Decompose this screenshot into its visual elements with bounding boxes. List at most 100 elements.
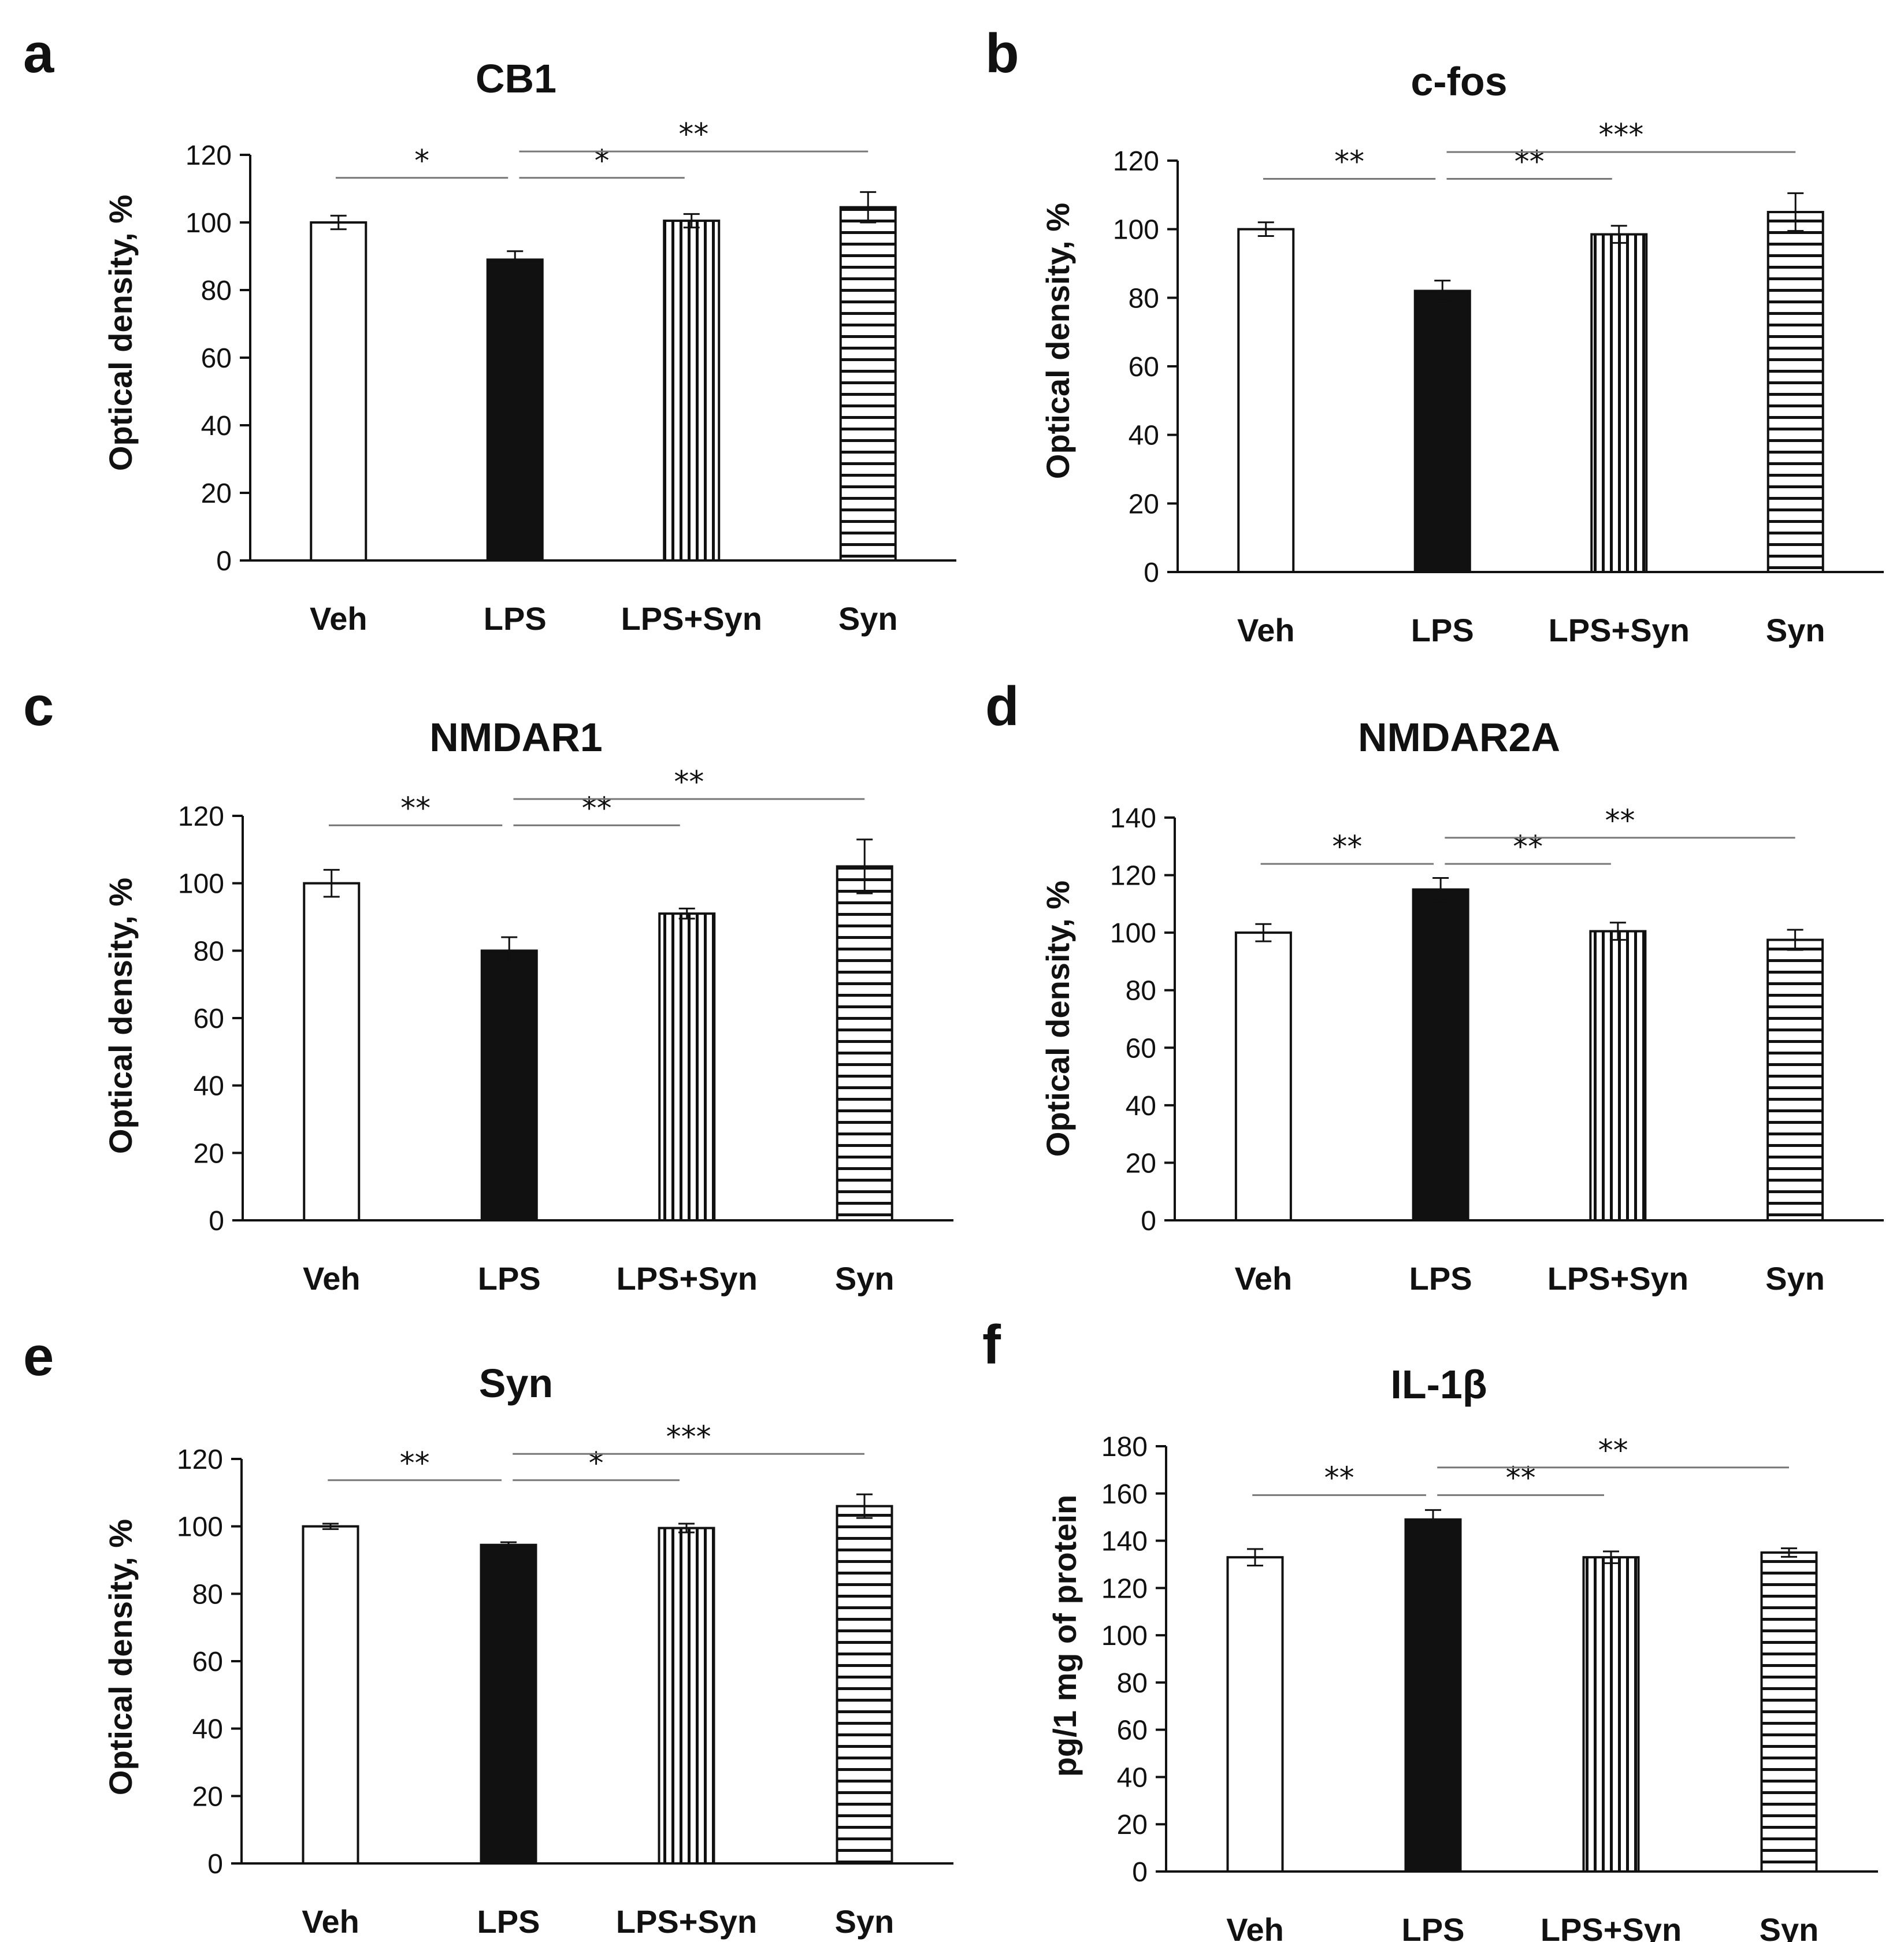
- significance-bracket: *: [336, 144, 509, 179]
- plot-area: 0 20 40 60 80 100 120 140 160 180 Veh LPS LPS+Syn Syn…: [1101, 1432, 1878, 1942]
- significance-bracket: **: [1437, 1434, 1789, 1469]
- significance-bracket: **: [1445, 804, 1795, 839]
- y-tick-label: 180: [1101, 1432, 1148, 1462]
- error-bar: [860, 191, 877, 224]
- x-tick-label: LPS: [1402, 1911, 1465, 1942]
- error-bar: [683, 213, 700, 229]
- x-tick-label: LPS: [1409, 1260, 1472, 1297]
- bar-syn: [836, 1505, 893, 1865]
- y-tick-label: 100: [178, 869, 224, 900]
- significance-bracket: **: [1263, 144, 1436, 180]
- y-tick-label: 20: [192, 1781, 223, 1812]
- x-tick-label: Veh: [302, 1903, 359, 1940]
- error-bar: [1434, 280, 1451, 302]
- bar-lps: [486, 258, 544, 562]
- x-tick-label: Syn: [838, 600, 898, 637]
- significance-bracket: **: [1437, 1461, 1604, 1497]
- panel-letter: f: [982, 1314, 1001, 1376]
- y-tick-label: 20: [1126, 1148, 1156, 1179]
- significance-bracket: ***: [1446, 118, 1796, 153]
- chart-title: Syn: [479, 1361, 553, 1406]
- error-bar: [323, 868, 340, 898]
- error-bar: [1787, 192, 1804, 232]
- significance-bracket: **: [513, 765, 865, 800]
- significance-label: **: [1334, 144, 1364, 179]
- y-tick-label: 40: [201, 411, 232, 441]
- significance-bracket: **: [329, 791, 503, 826]
- error-bar: [856, 838, 873, 894]
- error-bar: [1432, 877, 1449, 902]
- y-tick-label: 0: [207, 1849, 223, 1880]
- panel-d: d NMDAR2A Optical density, % 0 20 40 60 80 10…: [985, 675, 1884, 1297]
- error-bar: [507, 250, 524, 269]
- plot-area: 0 20 40 60 80 100 120 140 Veh LPS LPS+Syn Syn ** ** **: [1110, 803, 1884, 1297]
- significance-label: **: [1513, 830, 1543, 864]
- y-tick-label: 20: [1117, 1810, 1148, 1840]
- significance-bracket: **: [1445, 830, 1611, 865]
- bar-veh: [1226, 1556, 1284, 1873]
- bar-lps-syn: [658, 1527, 715, 1865]
- x-tick-label: LPS: [484, 600, 547, 637]
- x-tick-label: LPS+Syn: [616, 1903, 757, 1940]
- error-bar: [1610, 225, 1627, 244]
- significance-label: ***: [666, 1420, 711, 1454]
- y-tick-label: 80: [1117, 1668, 1148, 1699]
- panel-b: b c-fos Optical density, % 0 20 40 60 80 100 1…: [985, 23, 1884, 648]
- x-tick-label: LPS: [478, 1260, 541, 1297]
- significance-bracket: **: [1260, 830, 1434, 865]
- significance-label: *: [414, 144, 429, 179]
- y-tick-label: 60: [194, 1004, 224, 1034]
- chart-title: NMDAR2A: [1358, 715, 1560, 760]
- y-tick-label: 0: [216, 546, 232, 577]
- y-tick-label: 120: [1110, 861, 1156, 892]
- chart-title: c-fos: [1411, 59, 1507, 104]
- x-tick-label: Syn: [835, 1260, 895, 1297]
- significance-bracket: **: [519, 117, 869, 153]
- error-bar: [501, 936, 518, 966]
- x-tick-label: Veh: [1235, 1260, 1293, 1297]
- bar-lps-syn: [663, 220, 721, 562]
- significance-bracket: *: [519, 144, 685, 179]
- significance-bracket: **: [1252, 1461, 1426, 1497]
- y-tick-label: 40: [1117, 1762, 1148, 1793]
- y-tick-label: 100: [185, 208, 232, 239]
- significance-label: **: [674, 765, 704, 800]
- x-tick-label: Syn: [1765, 1260, 1825, 1297]
- error-bar: [678, 1523, 695, 1533]
- error-bar: [1257, 221, 1274, 237]
- y-tick-label: 80: [194, 936, 224, 967]
- y-tick-label: 60: [1129, 352, 1159, 383]
- bar-lps: [1413, 289, 1471, 573]
- significance-bracket: **: [513, 791, 680, 826]
- error-bar: [322, 1523, 339, 1530]
- bar-veh: [1234, 931, 1292, 1221]
- panel-letter: c: [23, 675, 54, 737]
- significance-label: **: [1324, 1461, 1354, 1496]
- error-bar: [1787, 929, 1803, 951]
- significance-label: **: [1506, 1461, 1536, 1496]
- bar-syn: [1766, 938, 1824, 1221]
- y-axis-label: Optical density, %: [102, 195, 139, 471]
- y-tick-label: 160: [1101, 1479, 1148, 1510]
- panel-f: f IL-1β pg/1 mg of protein 0 20 40 60 80 100 1…: [982, 1314, 1878, 1942]
- panel-c: c NMDAR1 Optical density, % 0 20 40 60 80 100…: [23, 675, 953, 1297]
- x-tick-label: LPS+Syn: [1541, 1911, 1682, 1942]
- x-tick-label: LPS: [477, 1903, 540, 1940]
- panel-letter: d: [985, 675, 1019, 737]
- panel-letter: b: [985, 23, 1019, 84]
- y-axis-label: Optical density, %: [102, 1519, 139, 1795]
- chart-title: CB1: [476, 56, 556, 101]
- y-tick-label: 40: [192, 1714, 223, 1745]
- x-tick-label: Veh: [303, 1260, 361, 1297]
- bar-veh: [303, 882, 361, 1221]
- y-tick-label: 60: [1126, 1033, 1156, 1064]
- y-tick-label: 100: [1101, 1621, 1148, 1651]
- significance-label: **: [582, 791, 612, 826]
- chart-title: IL-1β: [1390, 1362, 1487, 1407]
- error-bar: [678, 907, 695, 920]
- x-tick-label: Syn: [835, 1903, 895, 1940]
- panel-letter: e: [23, 1325, 54, 1387]
- significance-bracket: ***: [513, 1420, 864, 1455]
